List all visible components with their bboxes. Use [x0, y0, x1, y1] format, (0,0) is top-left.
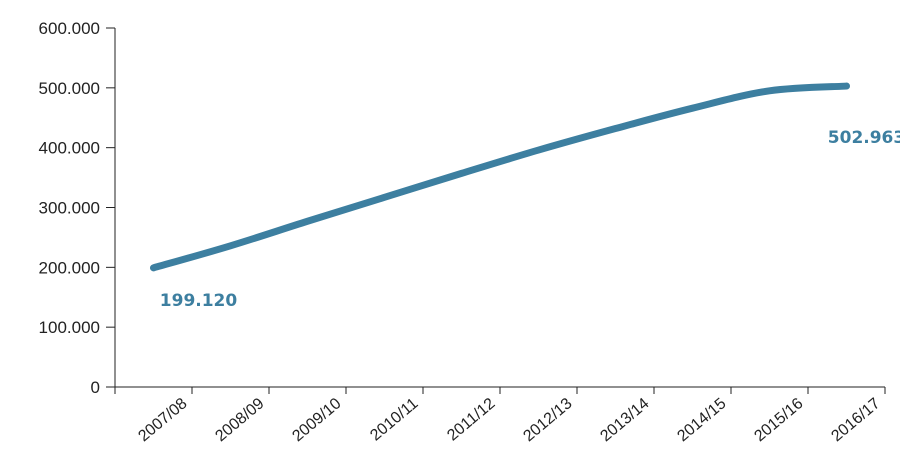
y-tick-label: 100.000 [39, 318, 100, 337]
x-axis-ticks: 2007/08 2008/09 2009/10 2010/11 2011/12 2012/… [114, 387, 886, 445]
data-labels: 199.120 502.963 [160, 128, 900, 311]
y-tick-label: 0 [91, 378, 100, 397]
x-tick-label: 2007/08 [135, 395, 190, 445]
data-label: 199.120 [160, 291, 238, 311]
x-tick-label: 2009/10 [289, 395, 344, 445]
data-label: 502.963 [828, 128, 900, 148]
x-tick-label: 2013/14 [597, 395, 652, 445]
y-tick-label: 200.000 [39, 258, 100, 277]
x-tick-label: 2011/12 [444, 395, 498, 445]
y-axis-ticks: 0 100.000 200.000 300.000 400.000 500.000 600.… [39, 19, 115, 397]
y-tick-label: 500.000 [39, 79, 100, 98]
x-tick-label: 2016/17 [828, 395, 883, 445]
y-tick-label: 400.000 [39, 139, 100, 158]
series-lines [150, 82, 850, 272]
x-tick-label: 2014/15 [674, 395, 729, 445]
y-tick-label: 600.000 [39, 19, 100, 38]
x-tick-label: 2015/16 [751, 395, 806, 445]
series-line [150, 82, 850, 272]
x-tick-label: 2010/11 [367, 395, 421, 445]
x-tick-label: 2008/09 [212, 395, 267, 445]
y-tick-label: 300.000 [39, 199, 100, 218]
x-tick-label: 2012/13 [520, 395, 575, 445]
